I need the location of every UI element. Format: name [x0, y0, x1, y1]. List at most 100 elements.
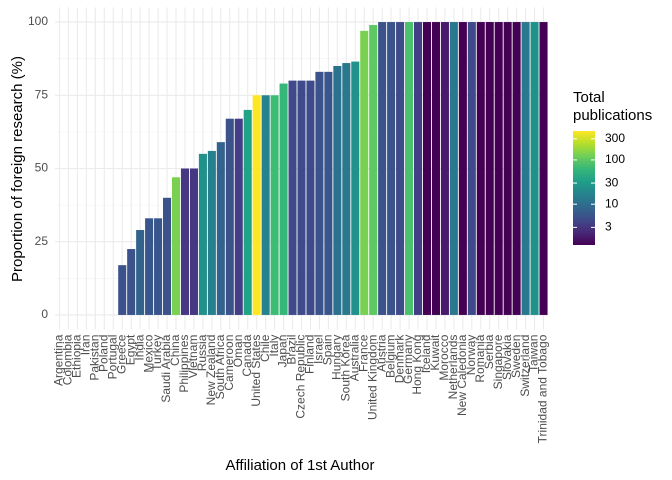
y-tick-label: 100 — [28, 14, 48, 28]
bar — [118, 265, 127, 315]
x-tick-label: Slovakia — [500, 334, 514, 380]
x-tick-label: Serbia — [482, 334, 496, 369]
x-tick-label: Norway — [464, 335, 478, 376]
bar — [440, 22, 449, 315]
x-axis-title: Affiliation of 1st Author — [226, 457, 375, 474]
x-tick-label: Greece — [114, 334, 128, 374]
x-tick-label: Turkey — [150, 335, 164, 371]
bar — [171, 177, 181, 315]
bar — [136, 230, 145, 315]
y-axis-title: Proportion of foreign research (%) — [9, 56, 26, 282]
x-tick-label: Belgium — [383, 335, 397, 378]
legend-tick-label: 100 — [605, 152, 625, 166]
x-tick-label: Spain — [321, 335, 335, 366]
bar — [315, 71, 324, 315]
bar — [413, 22, 423, 315]
bar — [297, 80, 306, 315]
bar — [261, 95, 270, 315]
x-tick-label: Netherlands — [446, 335, 460, 400]
x-tick-label: United Kingdom — [365, 335, 379, 420]
x-tick-label: Singapore — [491, 334, 505, 389]
x-tick-label: South Korea — [338, 334, 352, 401]
bar — [449, 22, 458, 315]
bar — [189, 168, 198, 315]
bar — [503, 22, 512, 315]
x-tick-label: Romania — [473, 334, 487, 382]
bar — [234, 118, 243, 315]
x-tick-label: Canada — [240, 334, 254, 376]
x-tick-label: Austria — [374, 334, 388, 372]
x-tick-label: Argentina — [52, 334, 66, 386]
bar — [342, 63, 351, 315]
bar — [431, 22, 440, 315]
x-tick-label: Vietnam — [186, 335, 200, 379]
y-tick-label: 25 — [35, 234, 49, 248]
x-tick-label: Hungary — [330, 335, 344, 380]
bar — [512, 22, 521, 315]
x-tick-label: New Caledonia — [455, 334, 469, 416]
bar — [458, 22, 467, 315]
x-tick-label: United States — [249, 335, 263, 407]
x-tick-label: Chile — [258, 334, 272, 362]
x-tick-label: Switzerland — [518, 335, 532, 397]
bar — [198, 153, 207, 315]
bar — [422, 22, 432, 315]
bar — [405, 22, 414, 315]
x-tick-label: South Africa — [213, 334, 227, 399]
bar — [207, 150, 216, 315]
bar — [467, 22, 476, 315]
x-tick-label: China — [168, 334, 182, 366]
x-tick-label: Kuwait — [428, 334, 442, 371]
x-tick-label: Finland — [303, 335, 317, 374]
x-tick-label: Pakistan — [88, 335, 102, 381]
x-tick-label: Egypt — [123, 334, 137, 365]
x-tick-label: Portugal — [105, 335, 119, 380]
x-tick-label: Italy — [267, 335, 281, 357]
bar — [539, 22, 548, 315]
y-tick-label: 50 — [35, 161, 49, 175]
bar — [387, 22, 396, 315]
bar — [306, 80, 315, 315]
y-tick-label: 0 — [41, 307, 48, 321]
bar — [521, 22, 530, 315]
x-tick-label: Denmark — [392, 334, 406, 384]
bar — [225, 118, 234, 315]
bar — [485, 22, 494, 315]
bar — [243, 109, 252, 315]
legend-tick-label: 300 — [605, 131, 625, 145]
bar — [396, 22, 405, 315]
x-tick-label: France — [356, 334, 370, 372]
x-tick-label: Morocco — [437, 334, 451, 380]
x-tick-label: Oman — [231, 335, 245, 368]
x-tick-label: Sweden — [509, 335, 523, 378]
x-tick-label: Brazil — [285, 335, 299, 365]
bar — [145, 218, 154, 315]
bar — [163, 197, 172, 315]
bar — [279, 83, 288, 315]
bar — [216, 142, 225, 315]
bar — [369, 24, 378, 315]
bar — [127, 249, 136, 315]
bar — [324, 71, 333, 315]
x-tick-label: Cameroon — [222, 335, 236, 391]
bar — [288, 80, 297, 315]
x-tick-label: Saudi Arabia — [159, 334, 173, 402]
x-tick-label: Colombia — [61, 334, 75, 385]
bar — [270, 95, 279, 315]
x-tick-label: India — [132, 334, 146, 360]
x-tick-label: New Zealand — [204, 335, 218, 406]
x-tick-label: Iran — [79, 335, 93, 356]
x-tick-label: Israel — [312, 335, 326, 364]
bar — [351, 61, 360, 315]
x-tick-label: Czech Republic — [294, 335, 308, 419]
bar — [494, 22, 503, 315]
x-tick-label: Russia — [195, 334, 209, 371]
legend-tick-label: 3 — [605, 220, 612, 234]
x-tick-label: Iceland — [419, 335, 433, 374]
bar — [252, 95, 261, 315]
legend-title: publications — [573, 107, 652, 124]
bar — [476, 22, 485, 315]
bar — [154, 218, 163, 315]
